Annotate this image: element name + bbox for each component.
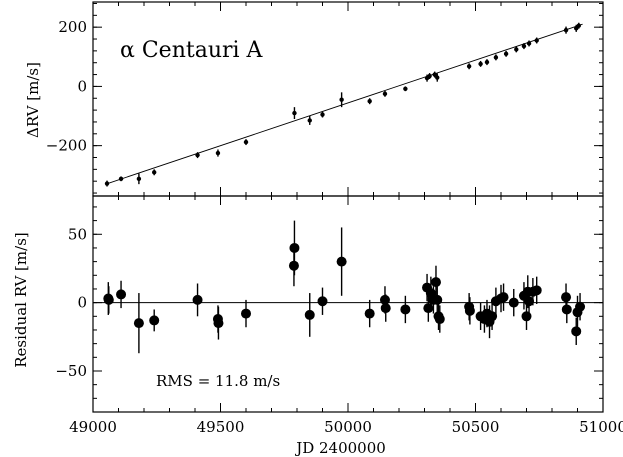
bottom-data-point	[288, 260, 299, 271]
top-data-point	[514, 47, 519, 52]
bottom-y-axis-title: Residual RV [m/s]	[12, 232, 30, 367]
top-data-point	[521, 43, 527, 49]
top-panel-annotation: α Centauri A	[120, 38, 264, 63]
bottom-data-point	[364, 308, 375, 319]
top-data-point	[478, 61, 483, 67]
bottom-data-point	[464, 305, 475, 316]
top-data-point	[320, 112, 325, 117]
top-data-point	[493, 55, 499, 60]
x-tick-label: 49000	[69, 418, 117, 436]
top-data-point	[503, 51, 509, 57]
bottom-y-tick-label: 0	[77, 294, 87, 312]
trend-fit-line	[105, 23, 583, 185]
top-data-point	[403, 86, 408, 91]
top-data-point	[563, 27, 569, 33]
bottom-data-point	[571, 326, 582, 337]
top-data-point	[484, 59, 490, 65]
x-axis-title: JD 2400000	[294, 439, 386, 457]
bottom-data-point	[561, 304, 572, 315]
top-data-point	[435, 75, 440, 80]
top-data-point	[534, 38, 539, 43]
top-data-point	[136, 176, 142, 182]
bottom-data-point	[400, 304, 411, 315]
top-data-point	[526, 41, 532, 46]
top-data-point	[307, 118, 312, 123]
bottom-data-point	[561, 292, 572, 303]
top-y-tick-label: 200	[58, 18, 87, 36]
bottom-data-point	[498, 292, 509, 303]
bottom-data-point	[133, 318, 144, 329]
top-data-point	[195, 152, 200, 158]
bottom-data-point	[508, 297, 519, 308]
bottom-data-point	[430, 277, 441, 288]
x-tick-label: 50500	[452, 418, 500, 436]
rms-annotation: RMS = 11.8 m/s	[156, 372, 280, 390]
bottom-panel-residuals: RMS = 11.8 m/s −50 0 50 49000 49500 50000 5050…	[55, 195, 623, 436]
bottom-data-point	[432, 294, 443, 305]
top-data-point	[152, 170, 157, 175]
top-y-tick-label: 0	[77, 77, 87, 95]
top-y-tick-label: −200	[46, 137, 87, 155]
top-data-point	[576, 23, 581, 28]
top-data-point	[339, 97, 344, 102]
bottom-data-point	[241, 308, 251, 319]
top-data-point	[382, 91, 388, 97]
top-data-point	[427, 73, 432, 79]
top-data-point	[104, 181, 110, 186]
bottom-y-tick-label: 50	[68, 225, 87, 243]
bottom-data-point	[521, 311, 532, 322]
top-data-point	[243, 139, 249, 145]
top-data-point	[367, 99, 372, 104]
bottom-data-point	[575, 301, 586, 312]
bottom-data-point	[149, 315, 160, 326]
bottom-data-point	[380, 303, 391, 314]
top-y-axis-title: ΔRV [m/s]	[24, 62, 42, 138]
bottom-data-point	[531, 285, 542, 296]
top-data-point	[215, 150, 221, 156]
bottom-data-point	[304, 309, 315, 320]
x-tick-label: 50000	[324, 418, 372, 436]
bottom-data-point	[434, 314, 445, 325]
bottom-data-point	[192, 294, 203, 305]
bottom-data-point	[379, 294, 390, 305]
bottom-data-point	[524, 296, 535, 307]
bottom-data-point	[317, 296, 328, 307]
top-data-point	[292, 110, 297, 116]
x-tick-label: 49500	[197, 418, 245, 436]
bottom-data-point	[336, 256, 347, 267]
top-data-point	[466, 64, 472, 69]
bottom-data-point	[103, 294, 114, 305]
top-panel-radial-velocity: α Centauri A −200 0 200	[46, 1, 604, 197]
top-panel-frame	[92, 1, 604, 197]
top-data-point	[118, 176, 124, 182]
bottom-y-tick-label: −50	[55, 362, 87, 380]
bottom-data-point	[487, 311, 498, 322]
bottom-data-point	[213, 318, 224, 329]
top-data-point	[432, 72, 437, 77]
bottom-data-point	[116, 289, 127, 300]
x-tick-label: 51000	[579, 418, 623, 436]
